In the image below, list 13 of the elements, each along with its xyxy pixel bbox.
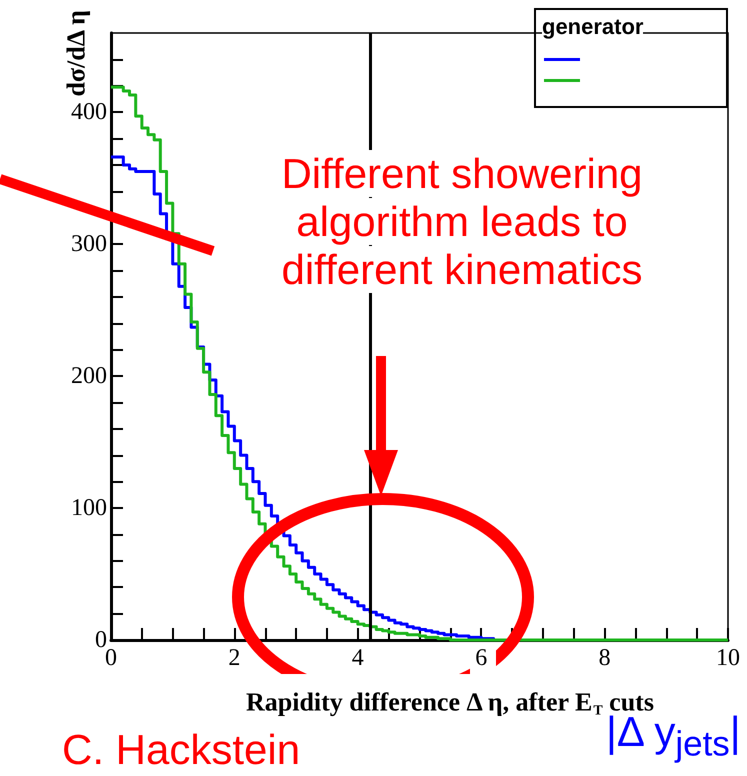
text: C. Hackstein (62, 726, 300, 773)
y-tick-label: 100 (71, 495, 107, 522)
annotation: Different showering algorithm leads to different kinematics (281, 150, 643, 293)
x-tick-label: 8 (598, 645, 611, 671)
y-axis-title: dσ/dΔ η (62, 10, 90, 97)
x-tick-label: 2 (228, 645, 240, 671)
y-tick-label: 400 (71, 99, 107, 126)
y-tick-label: 200 (71, 363, 107, 390)
x-tick-label: 10 (716, 645, 740, 671)
legend-title: generator (542, 14, 644, 39)
x-tick-label: 4 (352, 645, 364, 671)
x-tick-label: 6 (475, 645, 488, 671)
y-tick-label: 0 (95, 627, 107, 653)
